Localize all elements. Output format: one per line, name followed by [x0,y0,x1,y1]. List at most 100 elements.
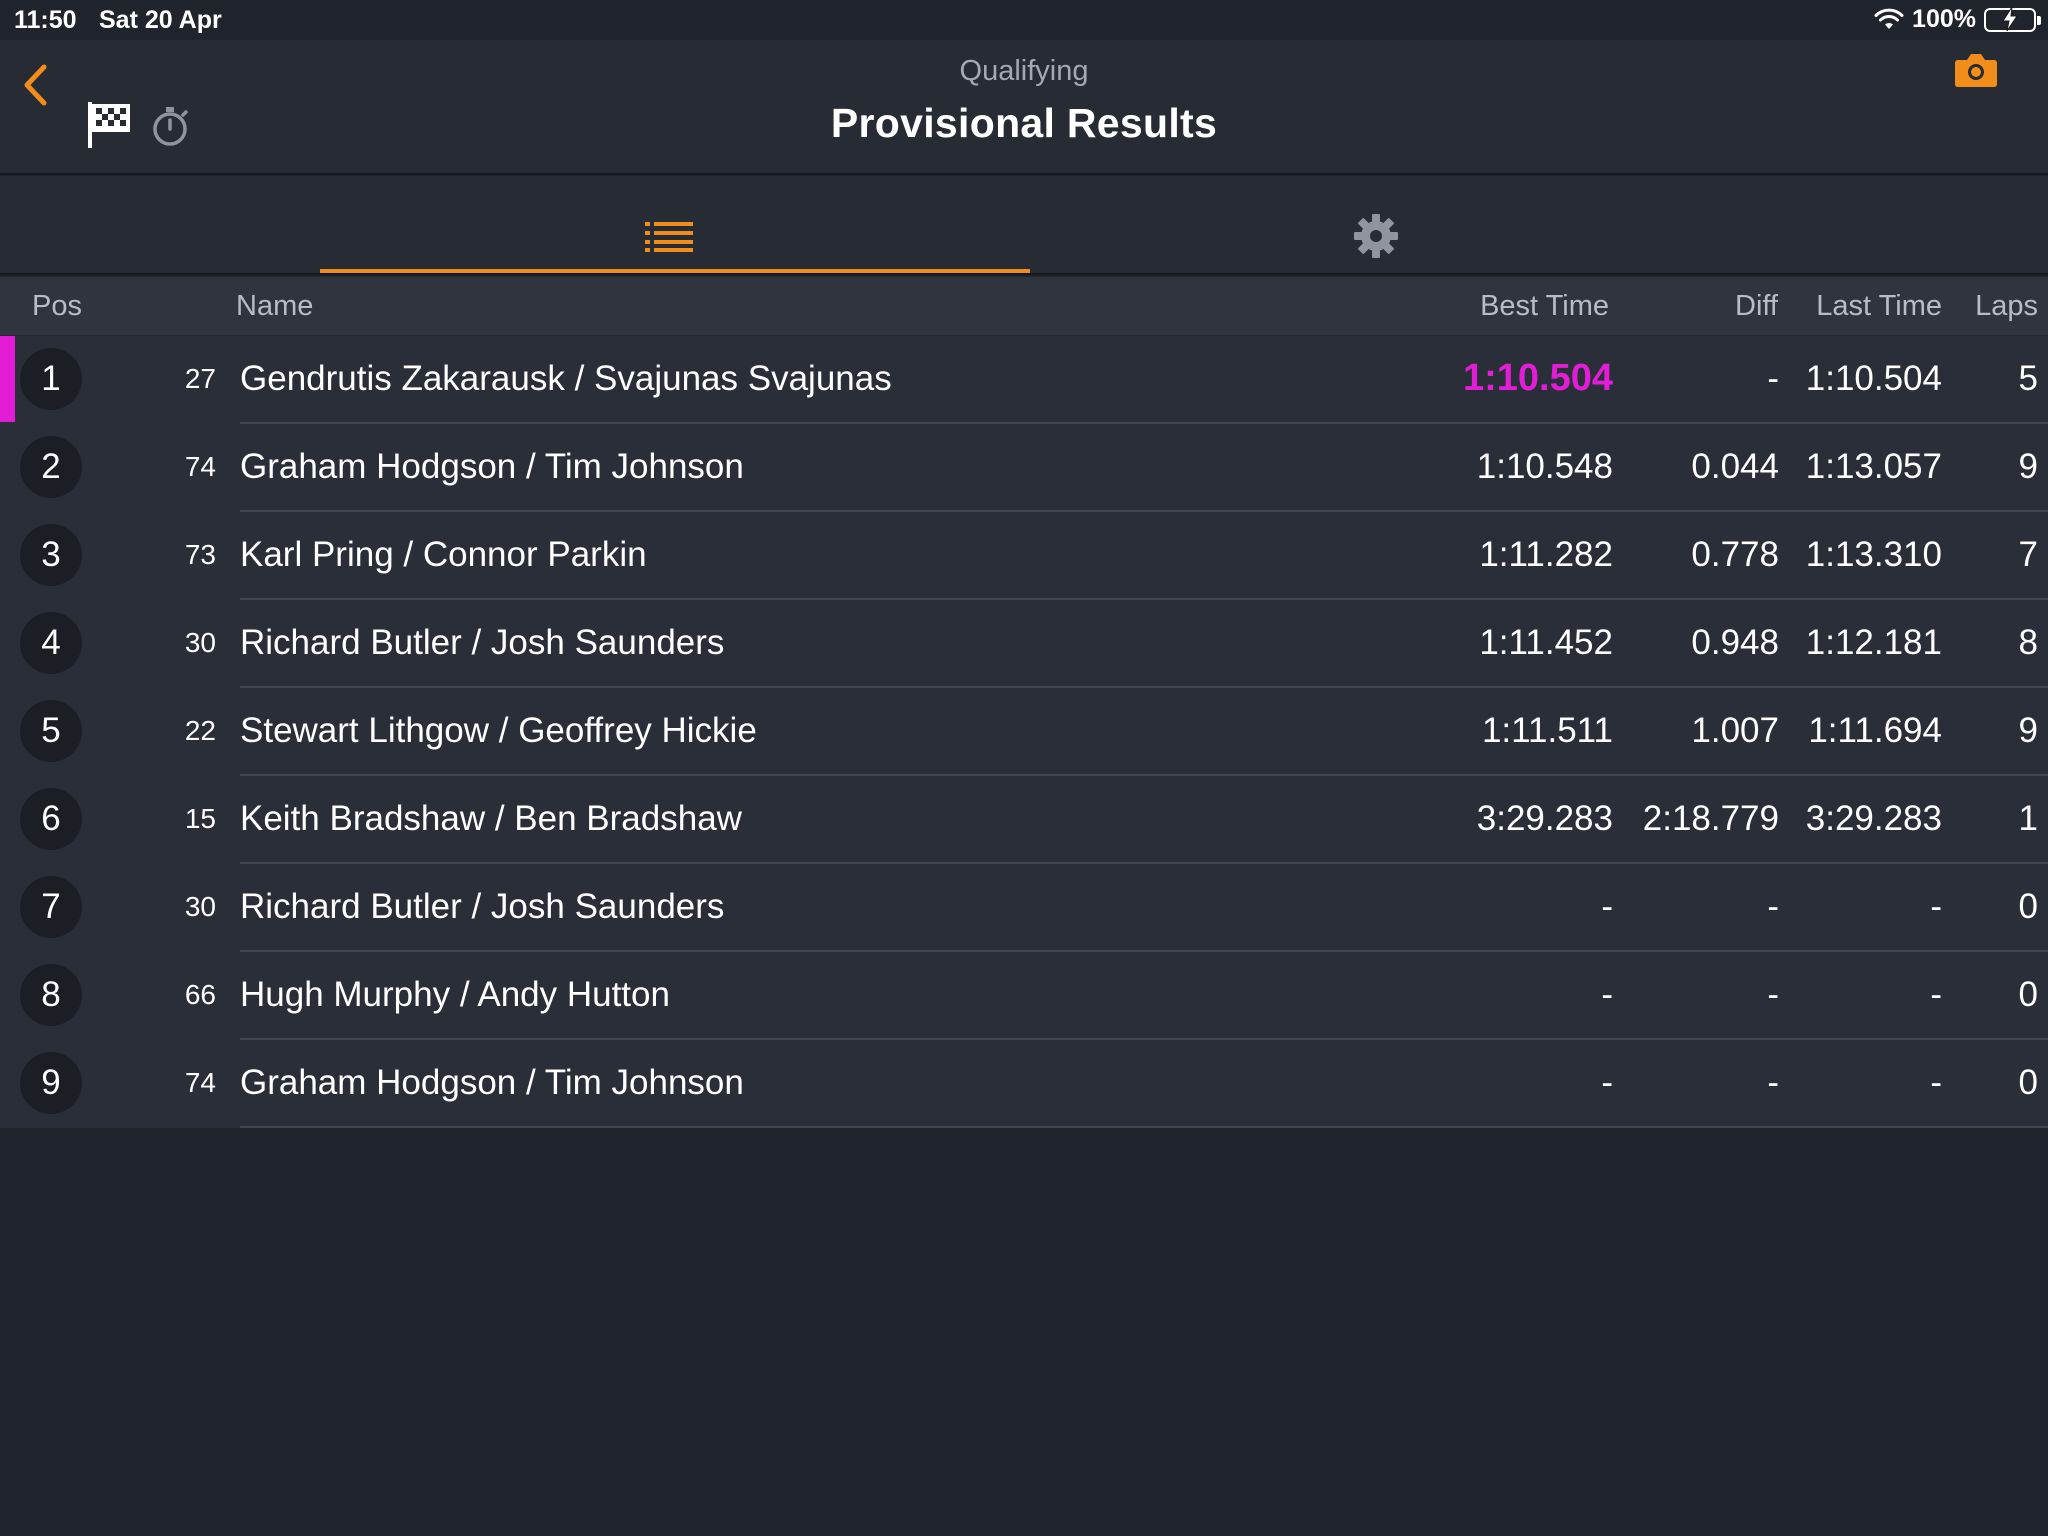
last-time: 1:13.057 [1805,447,1942,486]
diff-time: 0.948 [1691,623,1779,662]
best-time: - [1601,1063,1613,1102]
result-row[interactable]: 2 74 Graham Hodgson / Tim Johnson 1:10.5… [0,424,2048,512]
driver-names: Richard Butler / Josh Saunders [240,887,725,926]
position-badge: 8 [20,964,82,1026]
last-time: 1:11.694 [1808,711,1942,750]
checkered-flag-icon[interactable] [86,100,132,150]
last-time: - [1930,1063,1942,1102]
row-divider [240,686,2048,688]
last-time: - [1930,887,1942,926]
stopwatch-icon[interactable] [150,104,192,148]
lap-count: 1 [2018,799,2038,838]
best-time: 1:11.511 [1481,711,1613,750]
car-number: 74 [184,1067,216,1098]
driver-names: Richard Butler / Josh Saunders [240,623,725,662]
position-badge: 9 [20,1052,82,1114]
result-row[interactable]: 8 66 Hugh Murphy / Andy Hutton - - - 0 [0,952,2048,1040]
result-row[interactable]: 1 27 Gendrutis Zakarausk / Svajunas Svaj… [0,336,2048,424]
lap-count: 0 [2018,975,2038,1014]
car-number: 30 [184,891,216,922]
best-time: 1:11.282 [1479,535,1613,574]
car-number: 74 [184,451,216,482]
last-time: - [1930,975,1942,1014]
row-divider [240,510,2048,512]
position-badge: 1 [20,348,82,410]
view-tabs [0,176,2048,275]
lap-count: 5 [2018,359,2038,398]
driver-names: Stewart Lithgow / Geoffrey Hickie [240,711,757,750]
result-row[interactable]: 4 30 Richard Butler / Josh Saunders 1:11… [0,600,2048,688]
lap-count: 7 [2018,535,2038,574]
wifi-icon [1874,8,1904,29]
results-table: 1 27 Gendrutis Zakarausk / Svajunas Svaj… [0,336,2048,1128]
column-diff[interactable]: Diff [1735,290,1778,322]
row-divider [240,950,2048,952]
lap-count: 9 [2018,447,2038,486]
position-badge: 2 [20,436,82,498]
gear-icon [1354,214,1398,258]
position-badge: 3 [20,524,82,586]
tab-settings[interactable] [1021,176,1731,273]
diff-time: - [1767,887,1779,926]
lap-count: 0 [2018,1063,2038,1102]
row-divider [240,1038,2048,1040]
page-title: Provisional Results [830,100,1218,146]
status-time: 11:50 [14,6,77,34]
list-icon [645,222,693,252]
row-divider [240,422,2048,424]
lap-count: 0 [2018,887,2038,926]
best-time: 3:29.283 [1476,799,1613,838]
position-badge: 7 [20,876,82,938]
column-pos[interactable]: Pos [32,290,82,322]
diff-time: 0.044 [1691,447,1779,486]
best-time: 1:10.548 [1476,447,1613,486]
driver-names: Gendrutis Zakarausk / Svajunas Svajunas [240,359,892,398]
car-number: 66 [184,979,216,1010]
driver-names: Hugh Murphy / Andy Hutton [240,975,670,1014]
tab-results-list[interactable] [320,176,1030,273]
diff-time: 2:18.779 [1642,799,1779,838]
column-name[interactable]: Name [236,290,314,322]
fastest-lap-marker [0,336,15,422]
camera-icon[interactable] [1954,52,1998,88]
result-row[interactable]: 9 74 Graham Hodgson / Tim Johnson - - - … [0,1040,2048,1128]
session-subtitle: Qualifying [959,55,1089,87]
result-row[interactable]: 7 30 Richard Butler / Josh Saunders - - … [0,864,2048,952]
best-time: - [1601,975,1613,1014]
column-last-time[interactable]: Last Time [1816,290,1942,322]
result-row[interactable]: 3 73 Karl Pring / Connor Parkin 1:11.282… [0,512,2048,600]
result-row[interactable]: 6 15 Keith Bradshaw / Ben Bradshaw 3:29.… [0,776,2048,864]
best-time: - [1601,887,1613,926]
driver-names: Karl Pring / Connor Parkin [240,535,647,574]
position-badge: 6 [20,788,82,850]
result-row[interactable]: 5 22 Stewart Lithgow / Geoffrey Hickie 1… [0,688,2048,776]
best-time: 1:11.452 [1479,623,1613,662]
car-number: 30 [184,627,216,658]
battery-percent: 100% [1912,5,1976,33]
battery-charging-icon [1984,6,2041,32]
diff-time: - [1767,359,1779,398]
driver-names: Graham Hodgson / Tim Johnson [240,447,744,486]
best-time: 1:10.504 [1462,357,1613,399]
status-indicators: 100% [1874,5,2041,34]
last-time: 1:10.504 [1805,359,1942,398]
active-tab-indicator [320,269,1030,273]
car-number: 27 [184,363,216,394]
chevron-left-icon[interactable] [18,62,54,108]
position-badge: 5 [20,700,82,762]
column-best-time[interactable]: Best Time [1480,290,1609,322]
row-divider [240,598,2048,600]
last-time: 1:13.310 [1805,535,1942,574]
diff-time: 0.778 [1691,535,1779,574]
last-time: 3:29.283 [1805,799,1942,838]
lap-count: 9 [2018,711,2038,750]
last-time: 1:12.181 [1805,623,1942,662]
diff-time: - [1767,1063,1779,1102]
row-divider [240,774,2048,776]
car-number: 22 [184,715,216,746]
diff-time: - [1767,975,1779,1014]
row-divider [240,1126,2048,1128]
driver-names: Graham Hodgson / Tim Johnson [240,1063,744,1102]
column-laps[interactable]: Laps [1975,290,2038,322]
lap-count: 8 [2018,623,2038,662]
